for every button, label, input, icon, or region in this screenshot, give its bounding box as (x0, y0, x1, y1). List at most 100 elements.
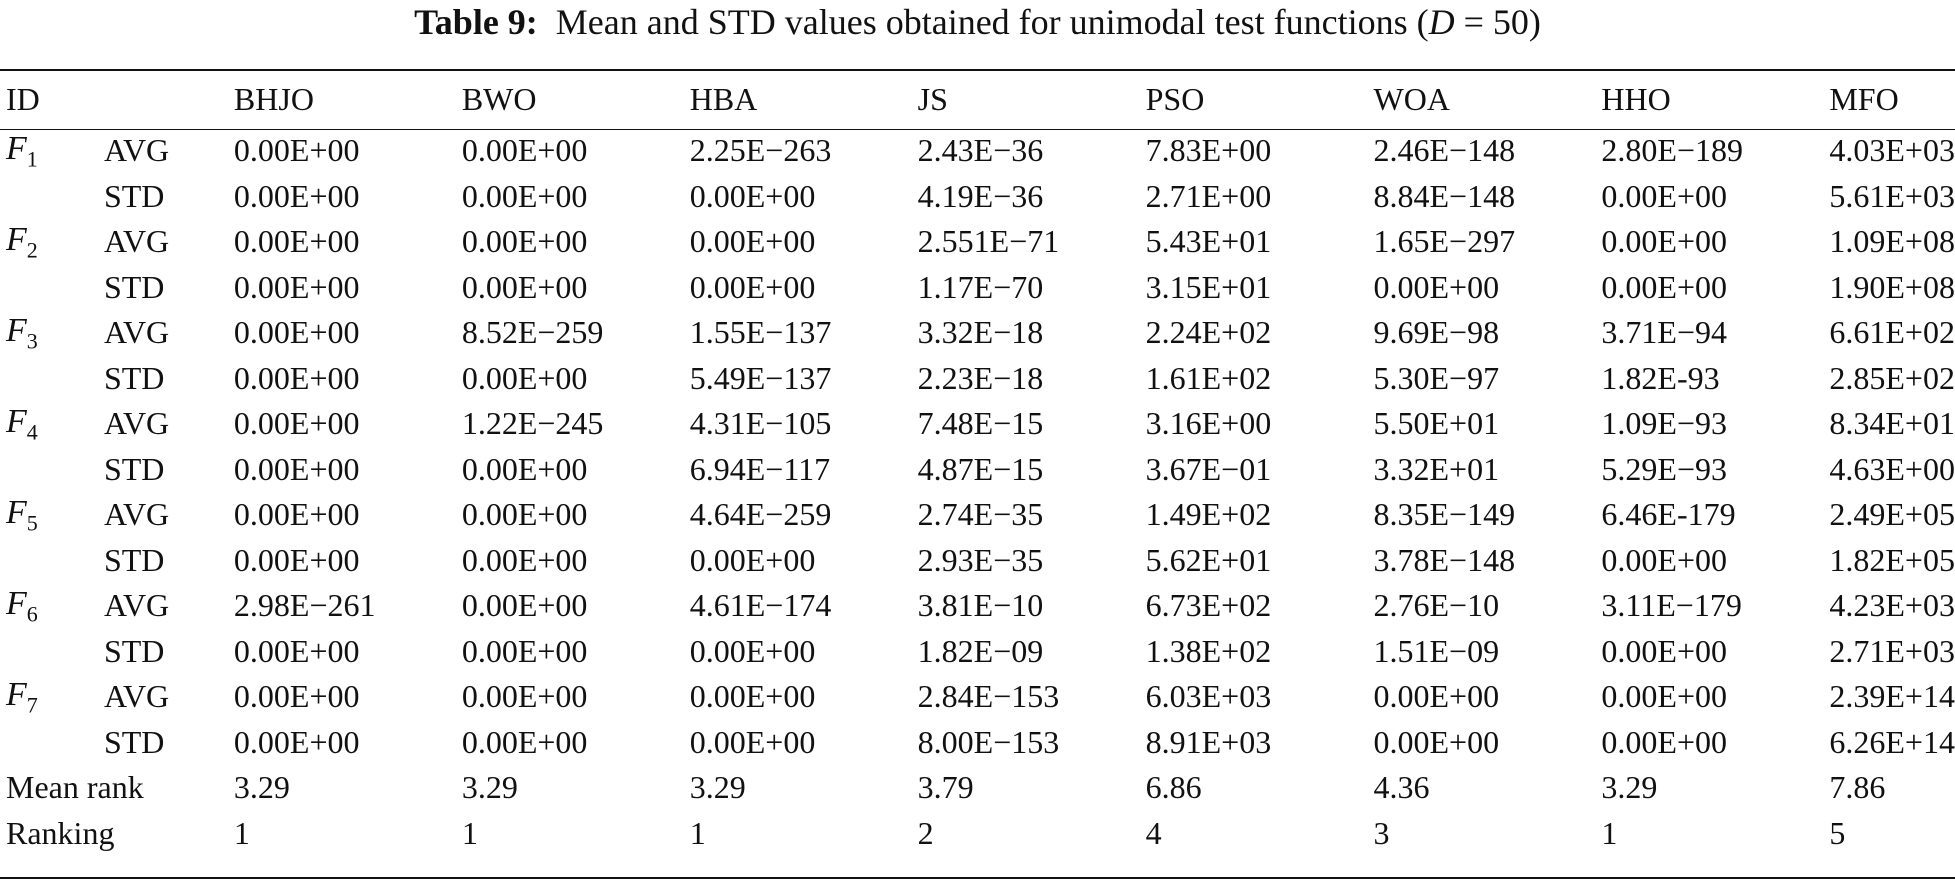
value-cell: 7.48E−15 (917, 405, 1044, 442)
header-cell: PSO (1145, 80, 1205, 117)
value-cell: 1.09E+08 (1829, 223, 1955, 260)
value-cell: 6.73E+02 (1145, 587, 1272, 624)
value-cell: 2.84E−153 (917, 678, 1060, 715)
table-row: STD 0.00E+00 0.00E+00 0.00E+00 8.00E−153 8.91… (0, 720, 1955, 766)
header-rule (0, 129, 1955, 130)
table-row: STD 0.00E+00 0.00E+00 5.49E−137 2.23E−18 1.61… (0, 356, 1955, 402)
table-row: STD 0.00E+00 0.00E+00 0.00E+00 2.93E−35 5.62E… (0, 538, 1955, 584)
value-cell: 6.26E+14 (1829, 723, 1955, 760)
value-cell: 7.83E+00 (1145, 132, 1272, 169)
header-cell: BWO (461, 80, 537, 117)
function-id-cell (0, 265, 98, 311)
value-cell: 0.00E+00 (689, 268, 816, 305)
bottom-rule (0, 877, 1955, 879)
value-cell: 5.62E+01 (1145, 541, 1272, 578)
value-cell: 5.61E+03 (1829, 177, 1955, 214)
value-cell: 2.46E−148 (1373, 132, 1516, 169)
caption-variable: D (1428, 2, 1455, 42)
function-name: F (6, 584, 27, 622)
value-cell: 0.00E+00 (689, 678, 816, 715)
header-cell (98, 70, 228, 128)
summary-value: 1 (1601, 814, 1618, 851)
value-cell: 3.32E+01 (1373, 450, 1500, 487)
summary-value: 3.29 (461, 769, 518, 806)
function-id-cell (0, 720, 98, 766)
value-cell: 0.00E+00 (233, 450, 360, 487)
table-row: STD 0.00E+00 0.00E+00 6.94E−117 4.87E−15 3.67… (0, 447, 1955, 493)
summary-value: 5 (1829, 814, 1846, 851)
header-cell: WOA (1373, 80, 1450, 117)
summary-value: 3.79 (917, 769, 974, 806)
value-cell: 0.00E+00 (461, 587, 588, 624)
value-cell: 1.90E+08 (1829, 268, 1955, 305)
header-cell: HHO (1601, 80, 1671, 117)
function-name: F (6, 675, 27, 713)
header-cell: MFO (1829, 80, 1899, 117)
value-cell: 3.81E−10 (917, 587, 1044, 624)
value-cell: 4.64E−259 (689, 496, 832, 533)
value-cell: 0.00E+00 (461, 496, 588, 533)
function-id-cell: F1 (0, 128, 98, 174)
value-cell: 5.30E−97 (1373, 359, 1500, 396)
header-row: ID BHJO BWO HBA JS PSO WOA HHO MFO (0, 70, 1955, 128)
value-cell: 0.00E+00 (461, 268, 588, 305)
value-cell: 0.00E+00 (461, 359, 588, 396)
value-cell: 0.00E+00 (461, 678, 588, 715)
value-cell: 0.00E+00 (689, 632, 816, 669)
value-cell: 8.34E+01 (1829, 405, 1955, 442)
value-cell: 0.00E+00 (233, 541, 360, 578)
stat-label-cell: AVG (103, 132, 170, 169)
value-cell: 1.65E−297 (1373, 223, 1516, 260)
value-cell: 3.78E−148 (1373, 541, 1516, 578)
value-cell: 0.00E+00 (233, 723, 360, 760)
stat-label-cell: STD (103, 177, 165, 214)
value-cell: 4.19E−36 (917, 177, 1044, 214)
function-index: 3 (26, 327, 38, 353)
value-cell: 0.00E+00 (233, 359, 360, 396)
summary-value: 1 (689, 814, 706, 851)
function-id-cell (0, 356, 98, 402)
value-cell: 0.00E+00 (1601, 268, 1728, 305)
value-cell: 6.03E+03 (1145, 678, 1272, 715)
value-cell: 0.00E+00 (461, 132, 588, 169)
value-cell: 1.49E+02 (1145, 496, 1272, 533)
value-cell: 6.94E−117 (689, 450, 831, 487)
table-row: F1 AVG 0.00E+00 0.00E+00 2.25E−263 2.43E−36 7.… (0, 128, 1955, 174)
caption-text-end: = 50) (1454, 2, 1541, 42)
value-cell: 4.23E+03 (1829, 587, 1955, 624)
stat-label-cell: AVG (103, 587, 170, 624)
value-cell: 5.50E+01 (1373, 405, 1500, 442)
value-cell: 3.16E+00 (1145, 405, 1272, 442)
value-cell: 5.29E−93 (1601, 450, 1728, 487)
value-cell: 6.46E-179 (1601, 496, 1736, 533)
value-cell: 1.17E−70 (917, 268, 1044, 305)
summary-value: 2 (917, 814, 934, 851)
value-cell: 2.24E+02 (1145, 314, 1272, 351)
value-cell: 2.25E−263 (689, 132, 832, 169)
stat-label-cell: AVG (103, 678, 170, 715)
summary-value: 6.86 (1145, 769, 1202, 806)
value-cell: 8.00E−153 (917, 723, 1060, 760)
value-cell: 3.71E−94 (1601, 314, 1728, 351)
value-cell: 0.00E+00 (233, 632, 360, 669)
summary-value: 1 (233, 814, 250, 851)
value-cell: 9.69E−98 (1373, 314, 1500, 351)
value-cell: 0.00E+00 (233, 405, 360, 442)
header-cell: ID (6, 80, 40, 117)
value-cell: 0.00E+00 (233, 223, 360, 260)
function-id-cell: F7 (0, 674, 98, 720)
value-cell: 1.55E−137 (689, 314, 832, 351)
value-cell: 5.49E−137 (689, 359, 832, 396)
caption-text: Mean and STD values obtained for unimoda… (555, 2, 1429, 42)
function-id-cell: F4 (0, 401, 98, 447)
function-id-cell: F5 (0, 492, 98, 538)
table-row: F5 AVG 0.00E+00 0.00E+00 4.64E−259 2.74E−35 1.… (0, 492, 1955, 538)
value-cell: 5.43E+01 (1145, 223, 1272, 260)
stat-label-cell: STD (103, 723, 165, 760)
value-cell: 3.11E−179 (1601, 587, 1742, 624)
value-cell: 1.22E−245 (461, 405, 604, 442)
function-name: F (6, 129, 27, 167)
function-index: 5 (26, 509, 38, 535)
function-index: 7 (26, 691, 38, 717)
function-id-cell: F3 (0, 310, 98, 356)
